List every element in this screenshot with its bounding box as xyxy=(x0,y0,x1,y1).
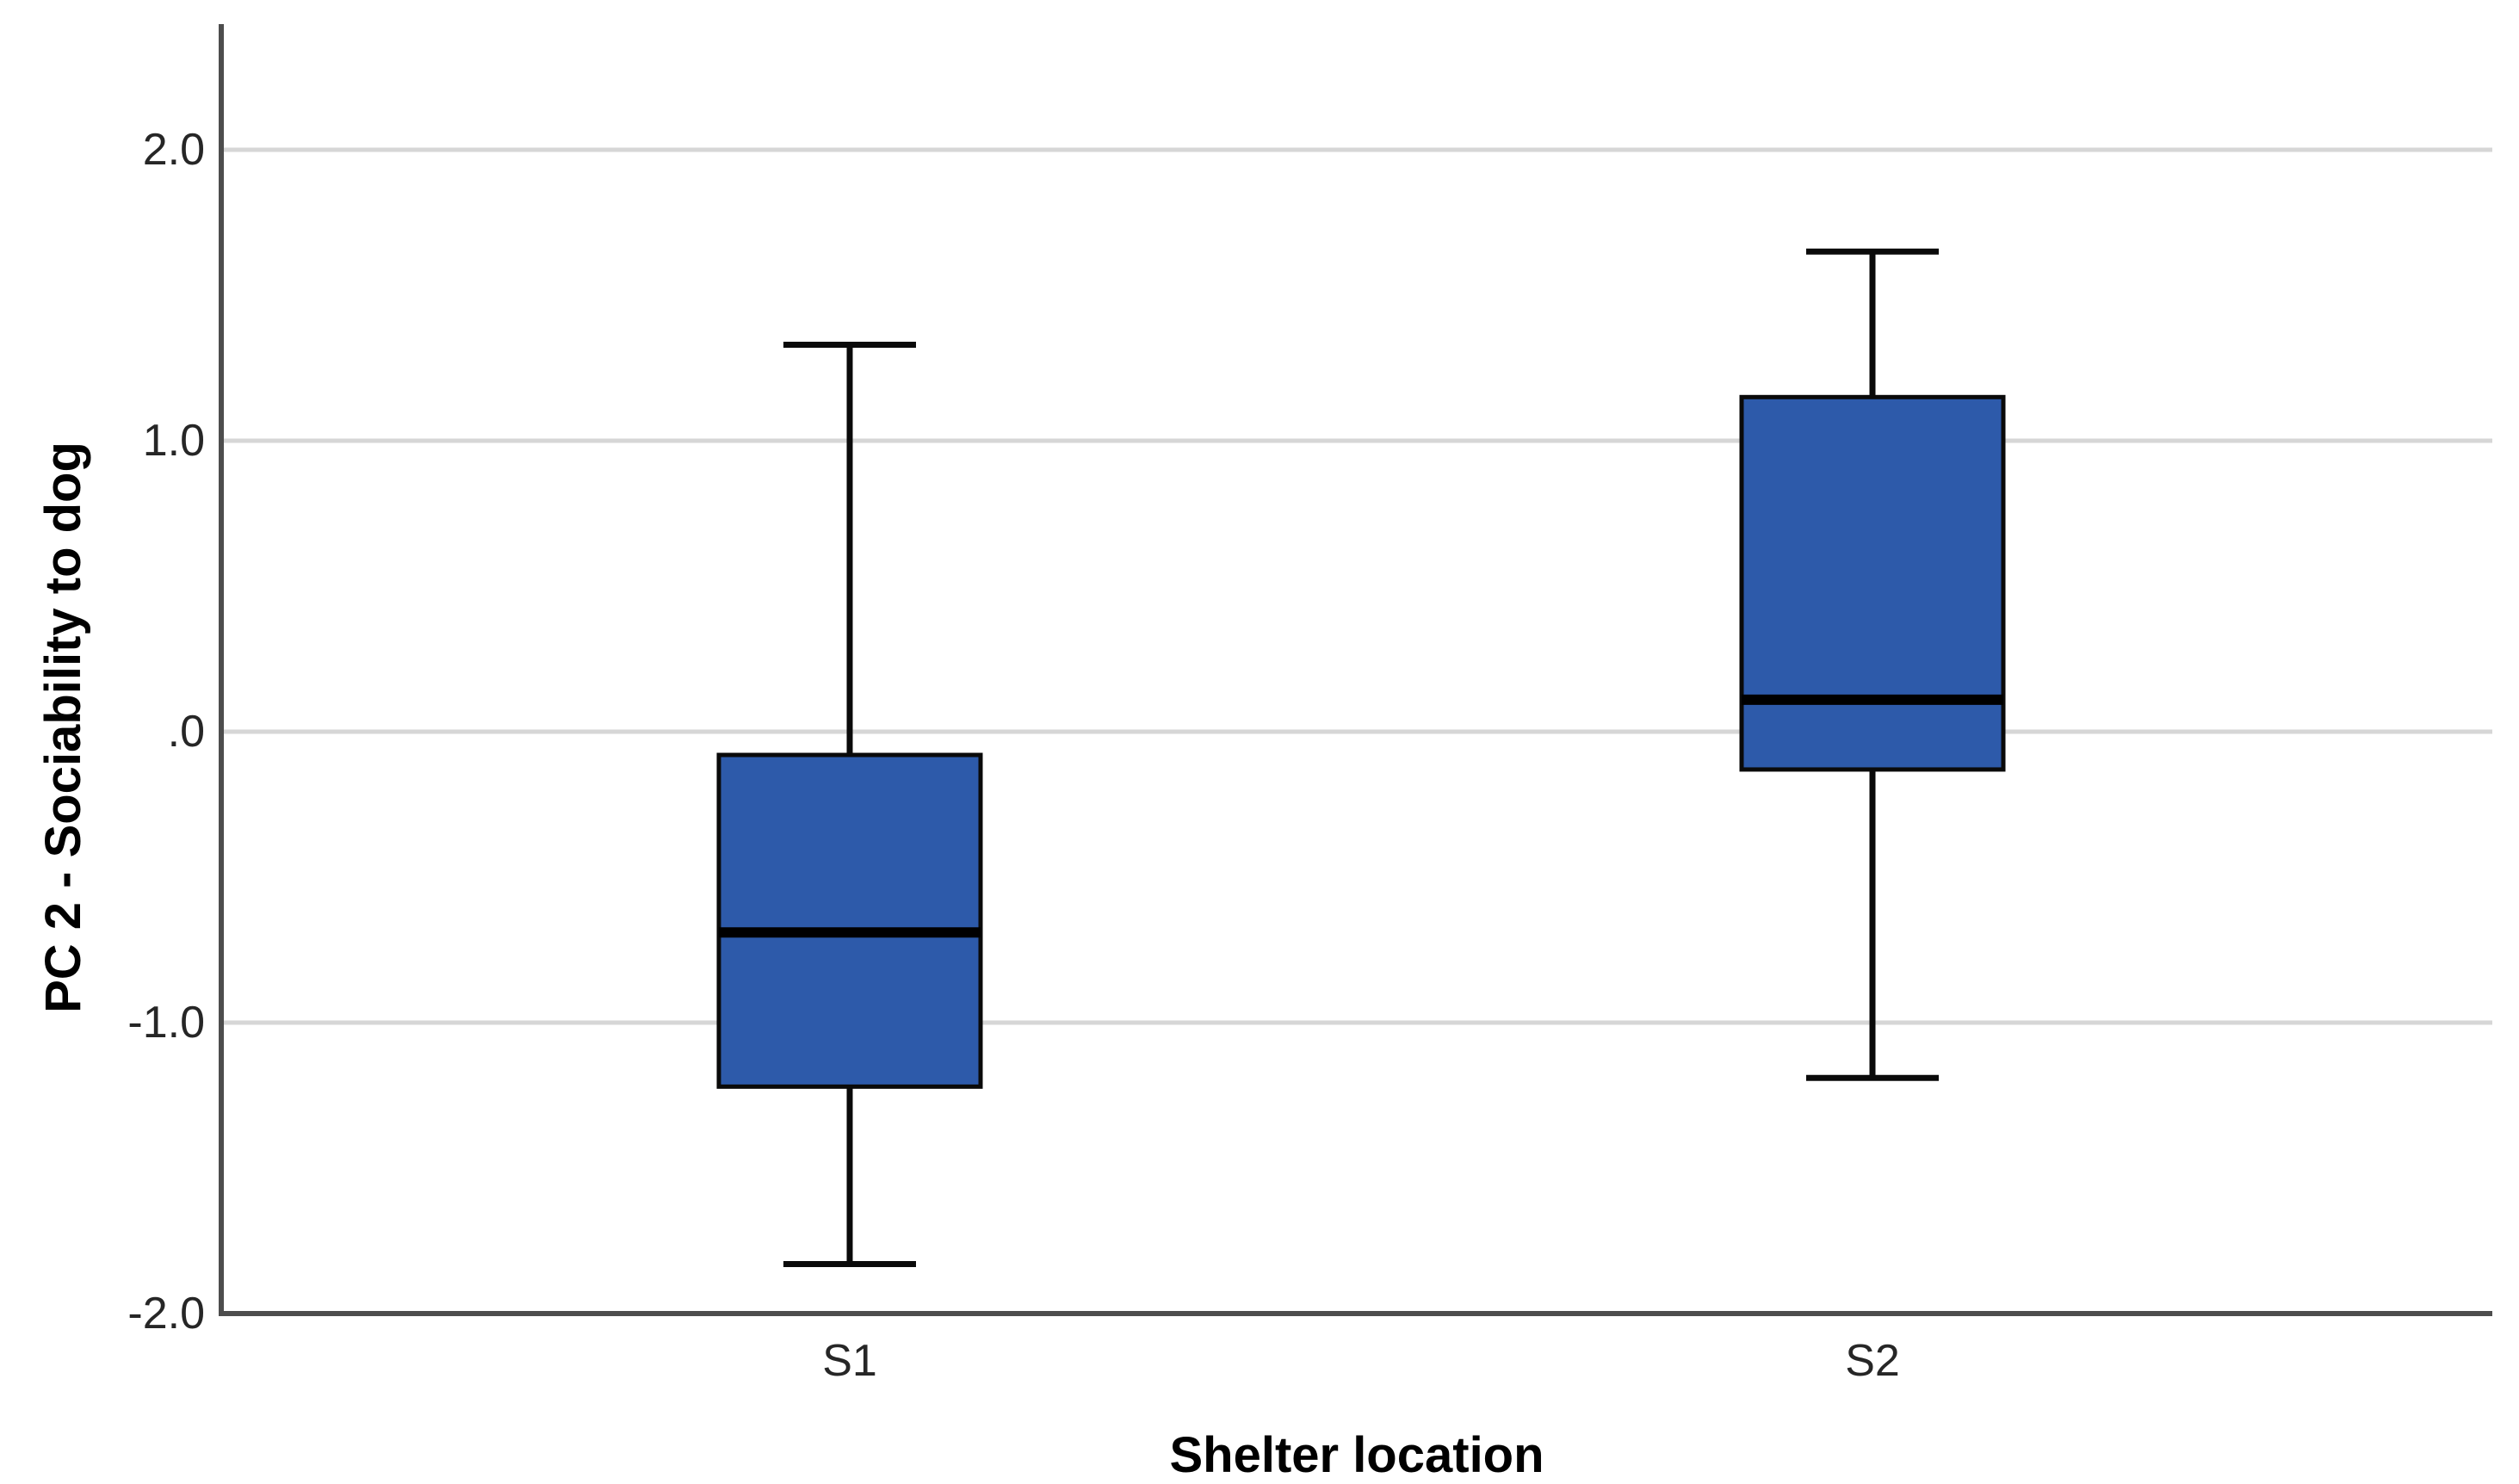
y-tick-label--1.0: -1.0 xyxy=(127,998,205,1048)
x-axis-title: Shelter location xyxy=(1169,1427,1544,1483)
y-tick-label--2.0: -2.0 xyxy=(127,1289,205,1339)
x-tick-label-S1: S1 xyxy=(822,1336,877,1386)
y-tick-label-.0: .0 xyxy=(168,707,205,757)
y-tick-label-2.0: 2.0 xyxy=(143,125,205,175)
box-S2 xyxy=(1739,394,2006,772)
y-tick-label-1.0: 1.0 xyxy=(143,416,205,466)
box-S1 xyxy=(716,752,983,1089)
y-axis-title: PC 2 - Sociability to dog xyxy=(35,442,91,1013)
x-tick-label-S2: S2 xyxy=(1845,1336,1900,1386)
